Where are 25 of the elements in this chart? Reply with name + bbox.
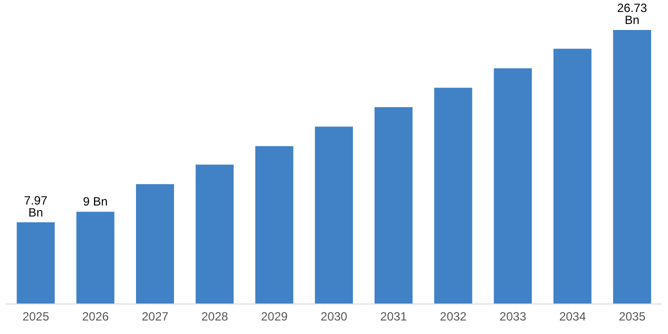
bar <box>314 126 353 304</box>
data-label: 7.97 Bn <box>24 193 48 220</box>
x-tick-label: 2030 <box>320 310 348 324</box>
x-tick-label: 2035 <box>618 310 646 324</box>
bar <box>434 88 472 304</box>
bar <box>613 30 652 304</box>
bar <box>255 146 294 304</box>
bar <box>136 184 174 304</box>
bar <box>553 48 592 304</box>
bar <box>494 68 532 304</box>
x-tick-label: 2033 <box>500 310 527 324</box>
x-tick-label: 2034 <box>559 310 586 324</box>
data-label: 26.73 Bn <box>617 1 648 27</box>
x-tick-label: 2029 <box>261 310 288 324</box>
bar <box>16 222 55 304</box>
bar <box>76 212 114 304</box>
data-label: 9 Bn <box>83 194 108 209</box>
x-tick-label: 2028 <box>201 310 228 324</box>
x-tick-label: 2032 <box>440 310 467 324</box>
x-tick-label: 2026 <box>82 310 110 324</box>
x-tick-label: 2025 <box>22 310 50 324</box>
bar <box>196 164 234 304</box>
x-tick-label: 2027 <box>142 310 169 324</box>
bar <box>374 107 413 304</box>
x-tick-label: 2031 <box>380 310 408 324</box>
